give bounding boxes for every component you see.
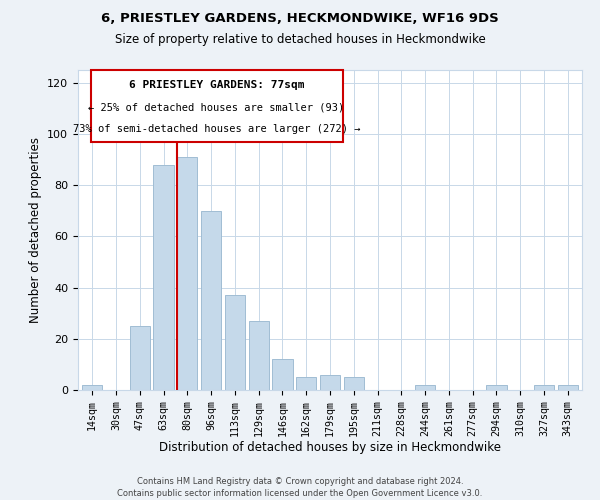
- FancyBboxPatch shape: [91, 70, 343, 142]
- Bar: [296, 377, 316, 390]
- Text: Contains HM Land Registry data © Crown copyright and database right 2024.: Contains HM Land Registry data © Crown c…: [137, 478, 463, 486]
- Bar: [344, 377, 364, 390]
- Text: Size of property relative to detached houses in Heckmondwike: Size of property relative to detached ho…: [115, 32, 485, 46]
- Bar: [557, 385, 578, 390]
- Text: ← 25% of detached houses are smaller (93): ← 25% of detached houses are smaller (93…: [88, 102, 345, 112]
- Text: 6 PRIESTLEY GARDENS: 77sqm: 6 PRIESTLEY GARDENS: 77sqm: [129, 80, 304, 90]
- Bar: [177, 157, 197, 390]
- Bar: [272, 360, 293, 390]
- Bar: [130, 326, 150, 390]
- Bar: [154, 164, 173, 390]
- Bar: [225, 296, 245, 390]
- Bar: [320, 374, 340, 390]
- Y-axis label: Number of detached properties: Number of detached properties: [29, 137, 41, 323]
- Bar: [248, 321, 269, 390]
- Bar: [201, 211, 221, 390]
- X-axis label: Distribution of detached houses by size in Heckmondwike: Distribution of detached houses by size …: [159, 442, 501, 454]
- Bar: [82, 385, 103, 390]
- Bar: [534, 385, 554, 390]
- Bar: [415, 385, 435, 390]
- Text: 73% of semi-detached houses are larger (272) →: 73% of semi-detached houses are larger (…: [73, 124, 361, 134]
- Bar: [487, 385, 506, 390]
- Text: 6, PRIESTLEY GARDENS, HECKMONDWIKE, WF16 9DS: 6, PRIESTLEY GARDENS, HECKMONDWIKE, WF16…: [101, 12, 499, 26]
- Text: Contains public sector information licensed under the Open Government Licence v3: Contains public sector information licen…: [118, 489, 482, 498]
